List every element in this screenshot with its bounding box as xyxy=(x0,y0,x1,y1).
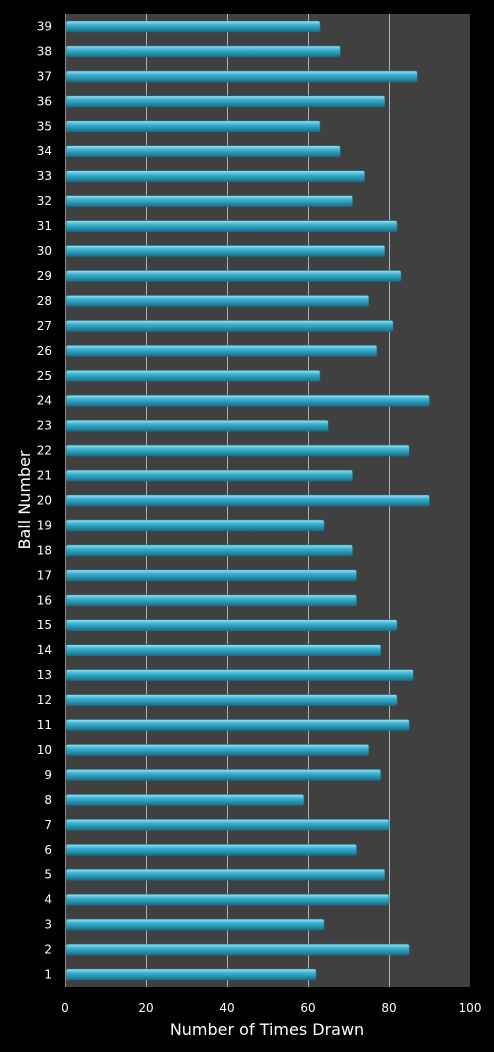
y-tick-label: 39 xyxy=(37,20,52,34)
y-tick-label: 6 xyxy=(44,843,52,857)
bar-ball-32 xyxy=(65,195,353,207)
bar-ball-14 xyxy=(65,644,382,657)
bar-ball-39 xyxy=(65,20,321,33)
y-tick-label: 31 xyxy=(37,219,52,233)
y-tick-label: 34 xyxy=(37,144,52,158)
x-tick-label: 0 xyxy=(61,1001,69,1015)
bar-ball-4 xyxy=(65,893,390,906)
x-tick-label: 60 xyxy=(300,1001,315,1015)
x-tick-labels: 0 20 40 60 80 100 xyxy=(61,1001,481,1015)
y-tick-label: 12 xyxy=(37,693,52,707)
y-tick-label: 35 xyxy=(37,119,52,133)
bar-ball-13 xyxy=(65,669,414,681)
y-tick-label: 32 xyxy=(37,194,52,208)
y-tick-label: 14 xyxy=(37,643,52,657)
bar-ball-31 xyxy=(65,220,398,232)
y-tick-label: 37 xyxy=(37,69,52,83)
y-tick-label: 19 xyxy=(37,518,52,532)
y-tick-label: 3 xyxy=(44,918,52,932)
y-tick-label: 21 xyxy=(37,469,52,483)
bar-ball-25 xyxy=(65,369,321,382)
y-tick-label: 7 xyxy=(44,818,52,832)
bar-ball-12 xyxy=(65,694,398,706)
bar-ball-34 xyxy=(65,145,341,157)
bar-ball-19 xyxy=(65,519,325,532)
y-tick-label: 16 xyxy=(37,593,52,607)
bar-ball-5 xyxy=(65,868,386,881)
bar-ball-21 xyxy=(65,469,353,482)
y-tick-label: 38 xyxy=(37,44,52,58)
y-tick-label: 4 xyxy=(44,893,52,907)
bar-ball-3 xyxy=(65,918,325,931)
bar-ball-20 xyxy=(65,494,430,507)
bar-ball-1 xyxy=(65,968,317,981)
bar-ball-30 xyxy=(65,245,386,257)
bar-ball-26 xyxy=(65,344,378,357)
y-tick-label: 28 xyxy=(37,294,52,308)
bar-ball-15 xyxy=(65,619,398,632)
y-tick-label: 18 xyxy=(37,543,52,557)
y-tick-label: 9 xyxy=(44,768,52,782)
bar-ball-2 xyxy=(65,943,410,956)
y-tick-label: 27 xyxy=(37,319,52,333)
x-axis-title: Number of Times Drawn xyxy=(170,1020,364,1039)
y-tick-labels: 1234567891011121314151617181920212223242… xyxy=(37,20,52,982)
y-tick-label: 13 xyxy=(37,668,52,682)
bar-ball-7 xyxy=(65,818,390,831)
y-tick-label: 33 xyxy=(37,169,52,183)
y-tick-label: 17 xyxy=(37,568,52,582)
y-tick-label: 26 xyxy=(37,344,52,358)
bar-ball-6 xyxy=(65,843,357,856)
y-tick-label: 1 xyxy=(44,968,52,982)
bars xyxy=(65,20,430,981)
y-tick-label: 2 xyxy=(44,943,52,957)
y-tick-label: 23 xyxy=(37,419,52,433)
bar-ball-18 xyxy=(65,544,353,557)
y-tick-label: 20 xyxy=(37,494,52,508)
x-tick-label: 80 xyxy=(381,1001,396,1015)
y-tick-label: 15 xyxy=(37,618,52,632)
x-tick-label: 40 xyxy=(219,1001,234,1015)
y-tick-label: 29 xyxy=(37,269,52,283)
y-tick-label: 36 xyxy=(37,94,52,108)
bar-ball-17 xyxy=(65,569,357,582)
bar-ball-28 xyxy=(65,295,370,307)
bar-ball-10 xyxy=(65,744,370,756)
bar-ball-23 xyxy=(65,419,329,432)
bar-ball-38 xyxy=(65,45,341,58)
y-tick-label: 10 xyxy=(37,743,52,757)
bar-ball-8 xyxy=(65,794,305,806)
bar-ball-27 xyxy=(65,320,394,332)
bar-ball-37 xyxy=(65,70,418,83)
bar-ball-9 xyxy=(65,769,382,781)
y-axis-title: Ball Number xyxy=(15,450,34,549)
bar-ball-35 xyxy=(65,120,321,133)
bar-ball-29 xyxy=(65,270,402,282)
x-tick-label: 100 xyxy=(459,1001,482,1015)
y-tick-label: 5 xyxy=(44,868,52,882)
y-tick-label: 30 xyxy=(37,244,52,258)
bar-ball-33 xyxy=(65,170,366,182)
bar-ball-22 xyxy=(65,444,410,457)
y-tick-label: 25 xyxy=(37,369,52,383)
y-tick-label: 8 xyxy=(44,793,52,807)
y-tick-label: 22 xyxy=(37,444,52,458)
bar-ball-24 xyxy=(65,394,430,407)
bar-ball-36 xyxy=(65,95,386,108)
x-tick-label: 20 xyxy=(138,1001,153,1015)
bar-ball-11 xyxy=(65,719,410,731)
bar-ball-16 xyxy=(65,594,357,607)
y-tick-label: 24 xyxy=(37,394,52,408)
y-tick-label: 11 xyxy=(37,718,52,732)
